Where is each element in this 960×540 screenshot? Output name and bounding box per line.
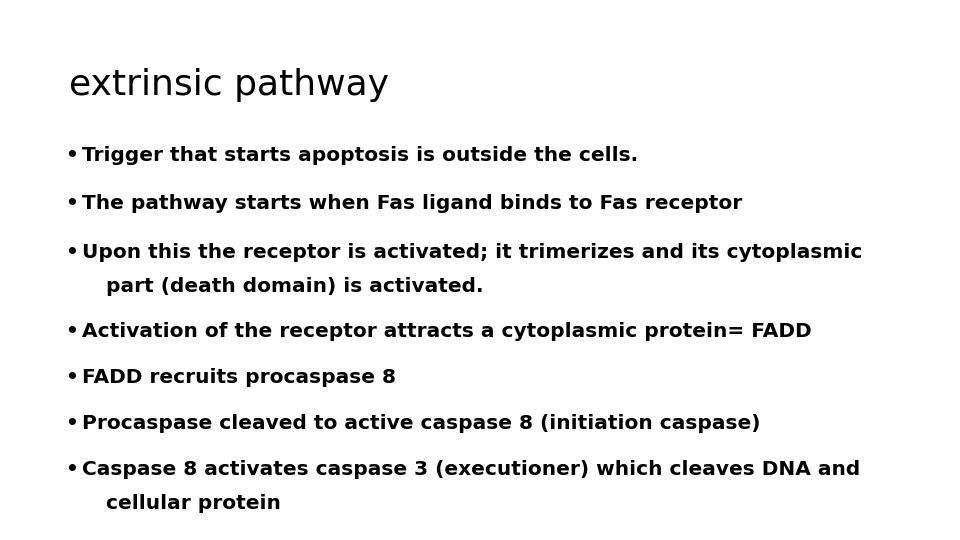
Text: extrinsic pathway: extrinsic pathway (69, 68, 389, 102)
Text: cellular protein: cellular protein (106, 494, 280, 513)
Text: •: • (65, 414, 78, 433)
Text: •: • (65, 243, 78, 262)
Text: part (death domain) is activated.: part (death domain) is activated. (106, 277, 483, 296)
Text: Caspase 8 activates caspase 3 (executioner) which cleaves DNA and: Caspase 8 activates caspase 3 (execution… (82, 460, 860, 479)
Text: •: • (65, 368, 78, 387)
Text: Procaspase cleaved to active caspase 8 (initiation caspase): Procaspase cleaved to active caspase 8 (… (82, 414, 760, 433)
Text: Trigger that starts apoptosis is outside the cells.: Trigger that starts apoptosis is outside… (82, 146, 637, 165)
Text: The pathway starts when Fas ligand binds to Fas receptor: The pathway starts when Fas ligand binds… (82, 194, 742, 213)
Text: FADD recruits procaspase 8: FADD recruits procaspase 8 (82, 368, 396, 387)
Text: •: • (65, 322, 78, 341)
Text: Upon this the receptor is activated; it trimerizes and its cytoplasmic: Upon this the receptor is activated; it … (82, 243, 862, 262)
Text: •: • (65, 194, 78, 213)
Text: •: • (65, 146, 78, 165)
Text: Activation of the receptor attracts a cytoplasmic protein= FADD: Activation of the receptor attracts a cy… (82, 322, 811, 341)
Text: •: • (65, 460, 78, 479)
